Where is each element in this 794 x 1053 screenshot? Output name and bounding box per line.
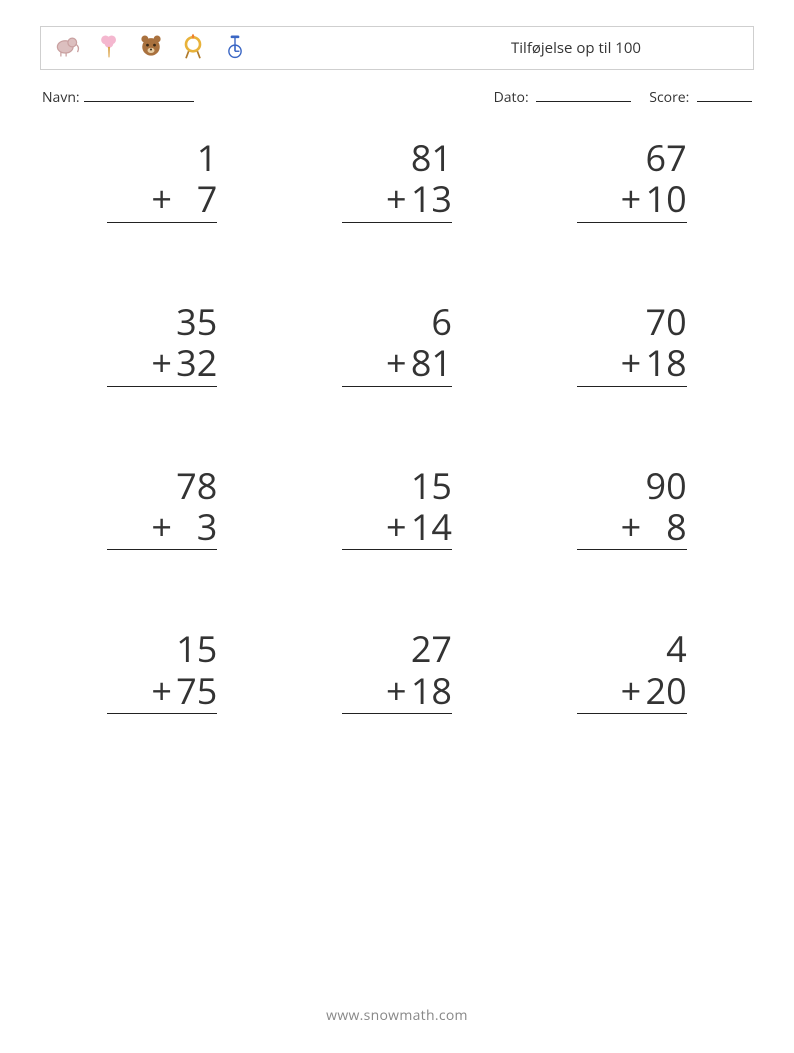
problem-bottom-number: 8 [643,506,687,547]
problem-bottom-number: 18 [408,670,452,711]
info-row: Navn: Dato: Score: [40,88,754,107]
problems-grid: 1+781+1367+1035+326+8170+1878+ 315+1490+… [40,137,754,714]
problem-bottom-row: +18 [342,670,452,714]
date-label: Dato: [494,88,529,107]
problem: 15+14 [342,465,452,551]
problem-bottom-number: 32 [173,342,217,383]
problem: 78+ 3 [107,465,217,551]
problem-top-number: 6 [342,301,452,342]
problem-bottom-number: 3 [173,506,217,547]
problem-operator: + [386,342,408,383]
problem-bottom-number: 75 [173,670,217,711]
problem-bottom-number: 14 [408,506,452,547]
problem-top-number: 70 [577,301,687,342]
date-blank[interactable] [536,90,631,102]
problem-bottom-row: +14 [342,506,452,550]
footer-text: www.snowmath.com [0,1006,794,1025]
problem-top-number: 4 [577,628,687,669]
problem-top-number: 27 [342,628,452,669]
problem: 4+20 [577,628,687,714]
problem-bottom-row: +20 [577,670,687,714]
problem-operator: + [151,506,173,547]
unicycle-icon [221,32,249,65]
score-blank[interactable] [697,90,752,102]
problem-operator: + [621,342,643,383]
problem-bottom-row: + 3 [107,506,217,550]
problem-bottom-number: 81 [408,342,452,383]
problem-bottom-row: +75 [107,670,217,714]
problem-bottom-row: + 8 [577,506,687,550]
problem-operator: + [151,178,173,219]
problem-operator: + [386,178,408,219]
score-label: Score: [649,88,689,107]
cotton-candy-icon [95,32,123,65]
bear-icon [137,32,165,65]
problem-bottom-row: +10 [577,178,687,222]
problem: 90+ 8 [577,465,687,551]
problem-bottom-row: +32 [107,342,217,386]
worksheet-title: Tilføjelse op til 100 [511,38,741,58]
name-blank[interactable] [84,90,194,102]
problem: 67+10 [577,137,687,223]
problem-bottom-row: +7 [107,178,217,222]
problem-top-number: 1 [107,137,217,178]
problem-operator: + [151,670,173,711]
problem: 35+32 [107,301,217,387]
problem: 1+7 [107,137,217,223]
problem-top-number: 15 [342,465,452,506]
problem-operator: + [386,670,408,711]
problem-bottom-number: 13 [408,178,452,219]
problem-top-number: 35 [107,301,217,342]
problem-top-number: 15 [107,628,217,669]
problem-operator: + [621,506,643,547]
problem-top-number: 78 [107,465,217,506]
problem: 81+13 [342,137,452,223]
problem-bottom-number: 20 [643,670,687,711]
problem-top-number: 67 [577,137,687,178]
worksheet-page: Tilføjelse op til 100 Navn: Dato: Score:… [0,0,794,714]
header-icon-row [53,32,249,65]
header-bar: Tilføjelse op til 100 [40,26,754,70]
problem-bottom-row: +81 [342,342,452,386]
problem-bottom-number: 10 [643,178,687,219]
problem-bottom-number: 7 [173,178,217,219]
problem-operator: + [621,670,643,711]
problem-top-number: 90 [577,465,687,506]
fire-ring-icon [179,32,207,65]
problem: 15+75 [107,628,217,714]
problem-bottom-row: +18 [577,342,687,386]
elephant-icon [53,32,81,65]
problem-operator: + [151,342,173,383]
problem: 27+18 [342,628,452,714]
name-label: Navn: [42,88,80,107]
problem-bottom-number: 18 [643,342,687,383]
problem: 6+81 [342,301,452,387]
problem-operator: + [386,506,408,547]
problem: 70+18 [577,301,687,387]
problem-top-number: 81 [342,137,452,178]
problem-bottom-row: +13 [342,178,452,222]
problem-operator: + [621,178,643,219]
